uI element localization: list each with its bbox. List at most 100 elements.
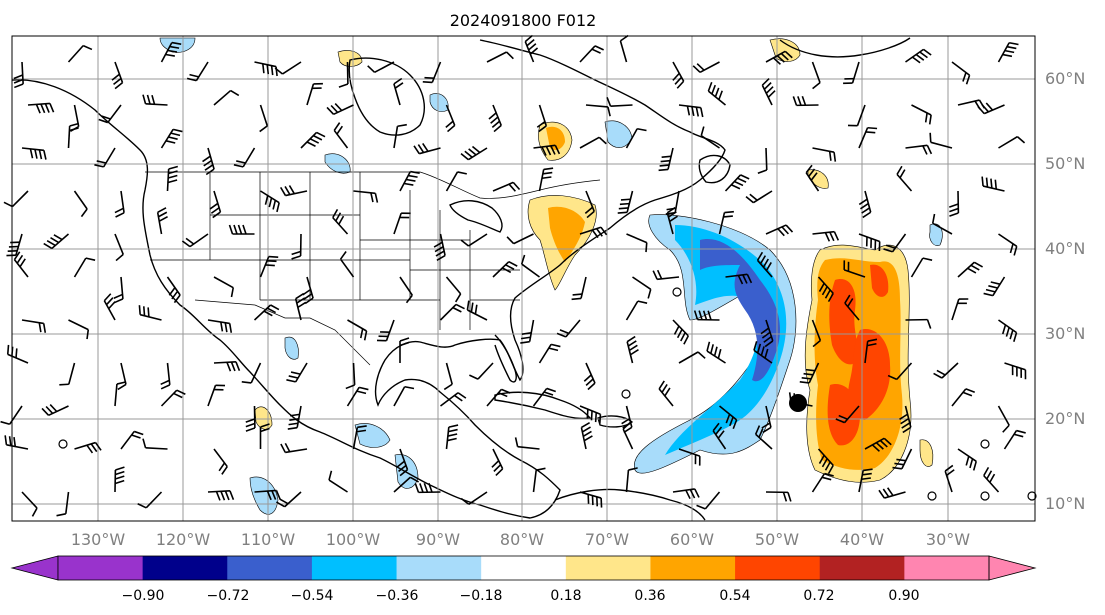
wind-barb [538,167,554,192]
wind-barb [520,254,540,278]
wind-barb [977,102,1005,115]
wind-barb [533,144,561,156]
wind-barb [114,190,125,218]
colorbar-tick-label: −0.72 [207,588,250,604]
wind-barb [584,190,595,219]
wind-barb [998,233,1018,256]
wind-barb [13,251,29,278]
wind-barb [393,123,407,149]
wind-barb [911,104,932,125]
wind-barb [213,89,240,106]
wind-barb [520,319,535,344]
lon-label: 120°W [156,530,211,549]
wind-barb [245,405,256,432]
wind-barb [811,472,834,493]
wind-barb [138,305,162,321]
lon-label: 100°W [326,530,381,549]
wind-barb [899,405,912,434]
wind-barb [21,147,47,160]
wind-barb [514,437,540,450]
wind-barb [712,422,727,450]
colorbar-tick-label: 0.18 [550,588,581,604]
calm-circle [621,389,631,399]
wind-barb [579,491,603,508]
wind-barb [858,126,878,149]
wind-barb [951,388,976,407]
wind-barb [74,441,102,454]
wind-barb [792,96,819,107]
map-title: 2024091800 F012 [450,11,597,30]
wind-barb [186,61,209,82]
wind-barb [41,404,69,417]
wind-barb [117,362,127,391]
calm-circle [927,491,937,501]
wind-barb [346,386,369,407]
wind-barb [306,82,323,106]
positive-anomaly-peak-4 [870,264,889,297]
wind-barb [13,61,24,89]
calm-circle [1027,491,1037,501]
lon-label: 30°W [926,530,970,549]
wind-barb [414,482,441,494]
wind-barb [929,132,953,149]
wind-barb [111,61,124,90]
wind-barb [905,318,932,329]
wind-barb [393,385,415,407]
lon-label: 50°W [755,530,799,549]
wind-barb [98,104,122,124]
wind-barb [760,319,774,348]
wind-barb [532,387,556,407]
wind-barb [579,405,602,424]
colorbar-tick-label: 0.54 [719,588,750,604]
wind-barb [259,423,270,449]
lon-label: 90°W [416,530,460,549]
wind-barb [887,362,913,381]
wind-barb [700,126,720,149]
wind-barb [883,233,907,253]
wind-barb [347,319,368,341]
wind-barb [506,233,534,245]
wind-barb [56,491,70,517]
wind-barb [998,135,1026,149]
wind-barb [253,304,280,321]
colorbar-outline [57,555,990,581]
wind-barb [460,491,488,505]
wind-barb [812,230,840,242]
wind-barb [998,319,1018,342]
wind-barb [286,362,308,383]
wind-barb [445,171,467,192]
wind-barb [580,421,593,450]
wind-barb [73,257,96,278]
wind-barb [707,81,727,106]
greenland-coast [779,37,911,58]
hispaniola-coast [597,415,634,428]
storm-center-marker [789,394,807,412]
wind-barb [353,190,379,203]
state-lines [150,172,520,330]
wind-barb [137,491,163,509]
wind-barb [997,405,1010,433]
wind-barb [345,362,356,390]
wind-barb [491,448,504,476]
wind-barb [658,380,674,407]
wind-barb [488,104,502,133]
wind-barb [625,300,648,321]
wind-barb [469,362,494,380]
wind-barb [652,269,680,281]
hudson-bay-coast [348,57,426,136]
colorbar [10,555,1037,581]
wind-barb [812,147,837,162]
wind-barb [757,147,768,175]
wind-barb [443,362,453,391]
wind-barb [910,257,933,278]
wind-barb [817,448,834,474]
colorbar-swatch [58,556,144,580]
wind-barb [114,466,125,493]
negative-anomaly-small-8 [284,336,299,360]
colorbar-tick-label: −0.36 [376,588,419,604]
wind-barb [754,425,773,450]
wind-barb [156,207,168,235]
wind-barb [951,298,969,321]
wind-barb [68,319,90,340]
wind-barb [393,476,419,493]
